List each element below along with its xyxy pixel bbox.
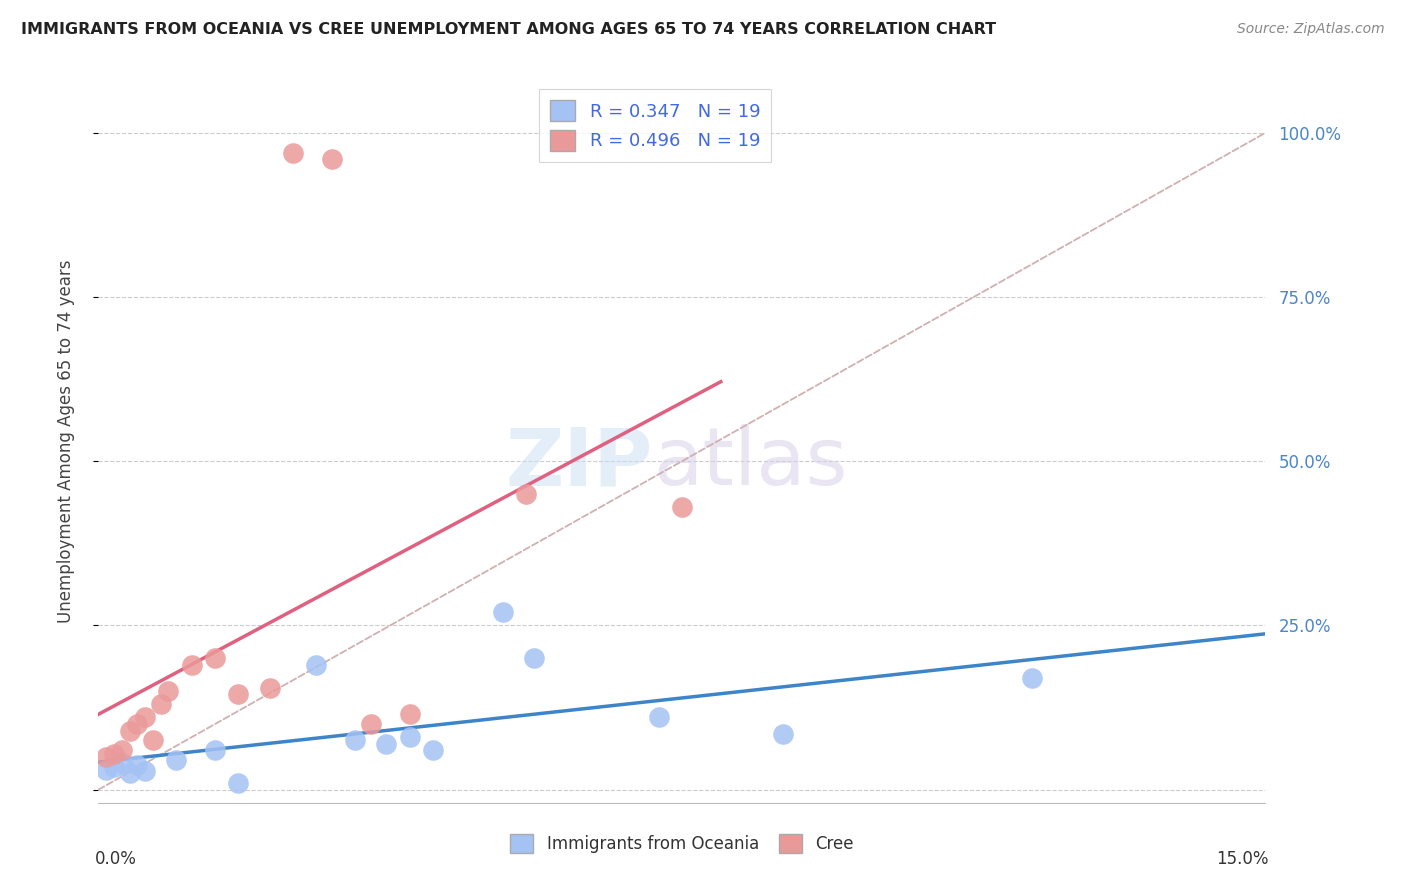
Point — [281, 145, 304, 160]
Point — [165, 753, 187, 767]
Point — [111, 756, 134, 771]
Text: Source: ZipAtlas.com: Source: ZipAtlas.com — [1237, 22, 1385, 37]
Point — [127, 717, 149, 731]
Point — [118, 723, 141, 738]
Point — [321, 152, 343, 166]
Point — [204, 743, 226, 757]
Point — [259, 681, 281, 695]
Text: atlas: atlas — [652, 425, 846, 502]
Text: 0.0%: 0.0% — [96, 850, 136, 868]
Point — [515, 487, 537, 501]
Point — [103, 747, 125, 761]
Point — [96, 749, 118, 764]
Point — [134, 710, 156, 724]
Point — [157, 684, 180, 698]
Y-axis label: Unemployment Among Ages 65 to 74 years: Unemployment Among Ages 65 to 74 years — [56, 260, 75, 624]
Text: IMMIGRANTS FROM OCEANIA VS CREE UNEMPLOYMENT AMONG AGES 65 TO 74 YEARS CORRELATI: IMMIGRANTS FROM OCEANIA VS CREE UNEMPLOY… — [21, 22, 997, 37]
Point — [118, 766, 141, 780]
Point — [1021, 671, 1043, 685]
Point — [344, 733, 367, 747]
Point — [647, 710, 669, 724]
Point — [523, 651, 546, 665]
Point — [305, 657, 328, 672]
Point — [142, 733, 165, 747]
Point — [204, 651, 226, 665]
Point — [375, 737, 398, 751]
Point — [398, 707, 420, 722]
Point — [228, 776, 250, 790]
Point — [228, 687, 250, 701]
Point — [180, 657, 202, 672]
Point — [103, 760, 125, 774]
Point — [422, 743, 444, 757]
Point — [492, 605, 515, 619]
Point — [111, 743, 134, 757]
Point — [149, 698, 172, 712]
Point — [772, 727, 794, 741]
Point — [671, 500, 693, 515]
Point — [360, 717, 382, 731]
Point — [398, 730, 420, 744]
Point — [134, 764, 156, 779]
Point — [96, 763, 118, 777]
Text: 15.0%: 15.0% — [1216, 850, 1268, 868]
Text: ZIP: ZIP — [506, 425, 652, 502]
Point — [127, 757, 149, 772]
Legend: Immigrants from Oceania, Cree: Immigrants from Oceania, Cree — [503, 827, 860, 860]
